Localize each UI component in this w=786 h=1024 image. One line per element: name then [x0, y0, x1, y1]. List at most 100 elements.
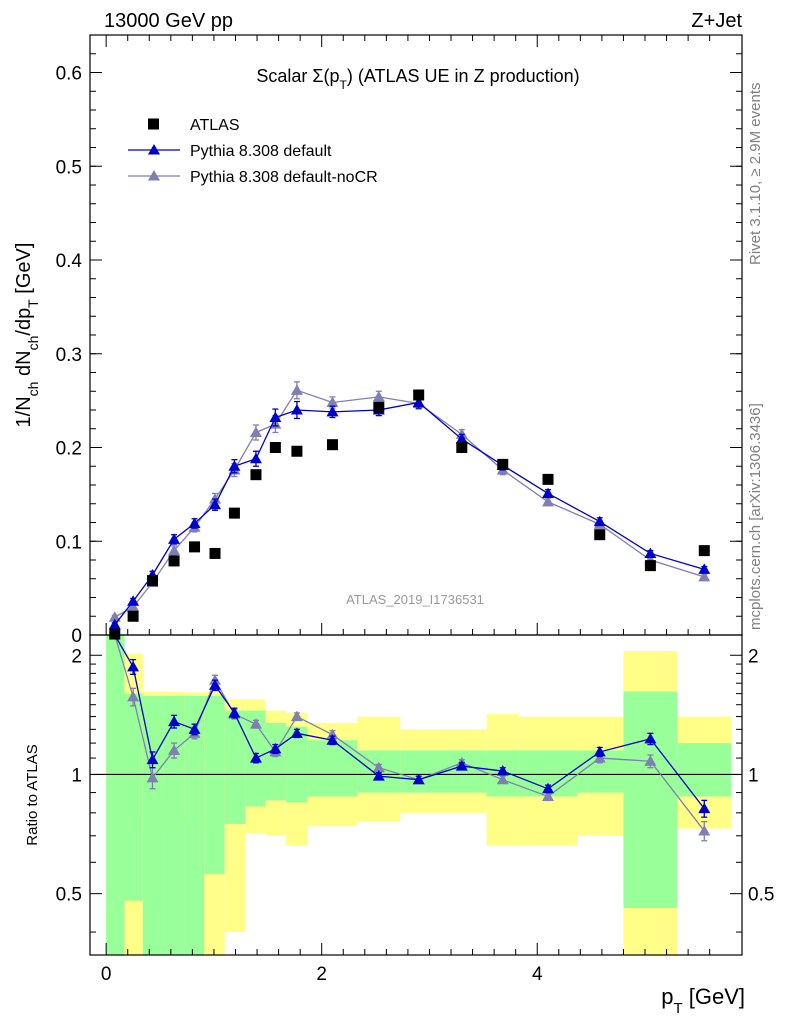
ratio-default-point	[412, 773, 425, 785]
ratio-default-point	[188, 723, 201, 734]
ratio-band-inner	[184, 695, 205, 955]
main-plot-title: Scalar Σ(pT) (ATLAS UE in Z production)	[256, 66, 579, 92]
atlas-data-point	[644, 560, 656, 572]
ratio-default-point	[249, 752, 262, 763]
ratio-default-point	[127, 660, 140, 672]
main-default-point	[228, 460, 241, 471]
ratio-series	[90, 634, 742, 842]
main-nocr-point	[249, 426, 262, 437]
header-left: 13000 GeV pp	[104, 10, 233, 32]
main-default-point	[290, 404, 303, 415]
main-ytick-label: 0.1	[56, 532, 82, 553]
ratio-band-inner	[265, 722, 287, 801]
ratio-xtick-label: 0	[101, 964, 112, 985]
plot-axes: 00.10.20.30.40.50.60 2 40.5 0.51 12 2	[56, 34, 774, 985]
ratio-default-point	[326, 734, 339, 745]
atlas-data-point	[413, 389, 425, 401]
main-default-point	[542, 487, 555, 498]
main-ylabel: 1/Nch dNch/dpT [GeV]	[13, 243, 41, 428]
main-default-point	[455, 433, 468, 444]
ratio-nocr-point	[168, 744, 181, 755]
main-nocr-point	[209, 493, 222, 504]
ratio-band-inner	[400, 750, 438, 793]
atlas-data-point	[127, 610, 139, 622]
ratio-nocr-point	[249, 718, 262, 729]
ratio-default-point	[168, 715, 181, 727]
ratio-band-inner	[106, 635, 125, 955]
ratio-frame	[89, 634, 743, 956]
header-right: Z+Jet	[691, 10, 742, 32]
ratio-default-point	[593, 745, 606, 757]
legend-default-marker	[148, 144, 160, 155]
atlas-data-point	[373, 401, 385, 413]
ratio-band-inner	[163, 695, 185, 955]
ratio-default-point	[146, 753, 159, 765]
ratio-nocr-point	[146, 771, 159, 783]
main-default-point	[593, 515, 606, 527]
ratio-band-inner	[623, 691, 678, 909]
rivet-label: Rivet 3.1.10, ≥ 2.9M events	[747, 83, 764, 266]
ratio-nocr-point	[698, 824, 711, 836]
ratio-nocr-point	[644, 755, 657, 766]
legend-default-label: Pythia 8.308 default	[190, 143, 332, 160]
main-ytick-label: 0.6	[56, 64, 82, 85]
ratio-default-point	[290, 727, 303, 738]
atlas-data-point	[147, 575, 159, 587]
main-default-point	[644, 547, 657, 558]
ratio-nocr-point	[127, 690, 140, 702]
main-default-point	[108, 618, 121, 630]
atlas-data-point	[209, 547, 221, 559]
legend-nocr-marker	[148, 170, 160, 181]
ratio-ytick-label-right: 1	[748, 765, 759, 786]
ratio-ytick-label-right: 0.5	[748, 885, 774, 906]
main-default-point	[326, 405, 339, 417]
ratio-ytick-label-left: 0.5	[56, 885, 82, 906]
main-frame	[89, 34, 743, 636]
main-nocr-point	[698, 570, 711, 582]
ratio-band-inner	[124, 693, 143, 901]
main-default-point	[249, 452, 262, 464]
main-ytick-label: 0.3	[56, 345, 82, 366]
main-nocr-line	[114, 389, 705, 618]
atlas-data-point	[497, 458, 509, 470]
ratio-ytick-label-left: 2	[71, 646, 82, 667]
atlas-data-point	[456, 442, 468, 453]
main-default-point	[188, 517, 201, 528]
ratio-default-point	[496, 765, 509, 776]
main-nocr-point	[290, 384, 303, 395]
main-default-point	[209, 498, 222, 510]
ratio-band-inner	[142, 695, 164, 955]
legend-atlas-marker	[148, 118, 159, 130]
mcplots-label: mcplots.cern.ch [arXiv:1306.3436]	[747, 403, 764, 630]
main-series	[108, 381, 711, 640]
ratio-nocr-point	[593, 752, 606, 763]
main-nocr-point	[326, 396, 339, 407]
ratio-xtick-label: 2	[316, 964, 327, 985]
main-nocr-point	[127, 600, 140, 612]
main-default-point	[127, 595, 140, 606]
ratio-ytick-label-left: 1	[71, 765, 82, 786]
main-nocr-point	[542, 495, 555, 507]
ratio-ylabel: Ratio to ATLAS	[24, 744, 41, 845]
ratio-xlabel: pT [GeV]	[661, 984, 745, 1017]
main-ytick-label: 0.5	[56, 157, 82, 178]
main-default-point	[168, 533, 181, 544]
ratio-xtick-label: 4	[532, 964, 543, 985]
ratio-default-point	[269, 742, 282, 754]
ratio-band-inner	[307, 740, 358, 797]
atlas-data-point	[189, 541, 201, 553]
legend: ATLAS Pythia 8.308 default Pythia 8.308 de…	[128, 117, 378, 186]
atlas-data-point	[228, 507, 240, 519]
ratio-nocr-point	[372, 761, 385, 773]
atlas-data-point	[698, 545, 710, 557]
ratio-ytick-label-right: 2	[748, 646, 759, 667]
ratio-band-inner	[286, 726, 308, 803]
legend-atlas-label: ATLAS	[190, 117, 240, 134]
main-default-point	[698, 563, 711, 574]
main-default-point	[269, 411, 282, 422]
ratio-band-inner	[677, 743, 732, 797]
atlas-data-point	[109, 628, 121, 640]
plot-watermark: ATLAS_2019_I1736531	[346, 592, 484, 607]
ratio-nocr-point	[496, 773, 509, 785]
atlas-data-point	[168, 555, 180, 567]
